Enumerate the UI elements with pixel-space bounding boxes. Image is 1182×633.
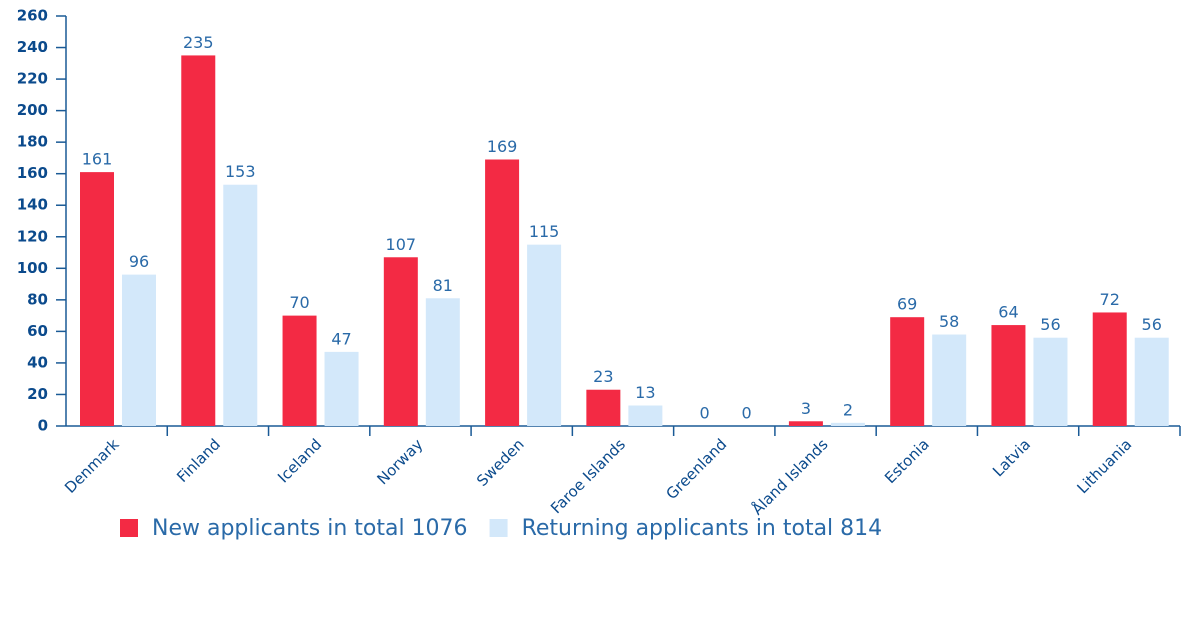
value-label: 3 <box>801 399 811 418</box>
bar <box>122 274 156 426</box>
y-tick-label: 180 <box>17 133 48 151</box>
bar <box>1033 337 1068 426</box>
value-label: 70 <box>289 293 309 312</box>
value-label: 81 <box>433 276 453 295</box>
x-tick-label: Sweden <box>473 435 528 490</box>
bar <box>788 421 823 426</box>
legend-swatch <box>120 519 138 537</box>
value-label: 56 <box>1040 315 1060 334</box>
value-label: 2 <box>843 400 853 419</box>
y-tick-label: 200 <box>17 101 48 119</box>
bar <box>181 55 216 427</box>
value-label: 96 <box>129 252 149 271</box>
y-tick-label: 20 <box>27 385 48 403</box>
x-tick-label: Norway <box>373 435 426 488</box>
x-tick-label: Denmark <box>61 435 123 497</box>
bar <box>586 389 621 426</box>
x-tick-label: Greenland <box>663 435 731 503</box>
value-label: 161 <box>82 150 113 169</box>
value-label: 0 <box>700 404 710 423</box>
bar <box>932 334 967 426</box>
value-label: 23 <box>593 367 613 386</box>
value-label: 72 <box>1100 290 1120 309</box>
bar <box>425 298 460 426</box>
value-label: 56 <box>1142 315 1162 334</box>
value-label: 169 <box>487 137 518 156</box>
x-tick-label: Finland <box>173 435 224 486</box>
value-label: 153 <box>225 162 256 181</box>
bar <box>628 405 663 426</box>
value-label: 69 <box>897 295 917 314</box>
x-tick-label: Faroe Islands <box>547 435 629 517</box>
y-tick-label: 60 <box>27 322 48 340</box>
y-tick-label: 120 <box>17 227 48 245</box>
value-label: 13 <box>635 383 655 402</box>
legend-label: New applicants in total 1076 <box>152 516 468 541</box>
y-tick-label: 100 <box>17 259 48 277</box>
legend-swatch <box>489 519 508 537</box>
bar <box>890 317 925 426</box>
legend-label: Returning applicants in total 814 <box>522 516 883 541</box>
bar <box>485 159 520 426</box>
value-label: 58 <box>939 312 959 331</box>
y-tick-label: 0 <box>38 417 48 435</box>
value-label: 47 <box>331 329 351 348</box>
y-tick-label: 160 <box>17 164 48 182</box>
bar <box>1092 312 1127 426</box>
y-tick-label: 220 <box>17 70 48 88</box>
value-label: 0 <box>742 404 752 423</box>
value-label: 235 <box>183 33 214 52</box>
x-tick-label: Latvia <box>989 435 1034 480</box>
x-tick-label: Iceland <box>274 435 325 486</box>
x-tick-label: Estonia <box>881 435 933 487</box>
value-label: 115 <box>529 222 560 241</box>
bar <box>282 315 317 426</box>
bar <box>527 244 562 426</box>
y-tick-label: 240 <box>17 38 48 56</box>
x-tick-label: Lithuania <box>1074 435 1136 497</box>
bar <box>324 351 359 426</box>
bar <box>80 172 114 426</box>
bar <box>991 325 1026 426</box>
value-label: 64 <box>998 303 1018 322</box>
bar <box>830 422 865 426</box>
value-label: 107 <box>386 235 417 254</box>
bar <box>1134 337 1169 426</box>
y-tick-label: 140 <box>17 196 48 214</box>
bar <box>223 184 258 426</box>
y-tick-label: 80 <box>27 290 48 308</box>
x-tick-label: Åland Islands <box>748 434 832 518</box>
bar <box>383 257 418 426</box>
y-tick-label: 260 <box>17 7 48 25</box>
y-tick-label: 40 <box>27 353 48 371</box>
